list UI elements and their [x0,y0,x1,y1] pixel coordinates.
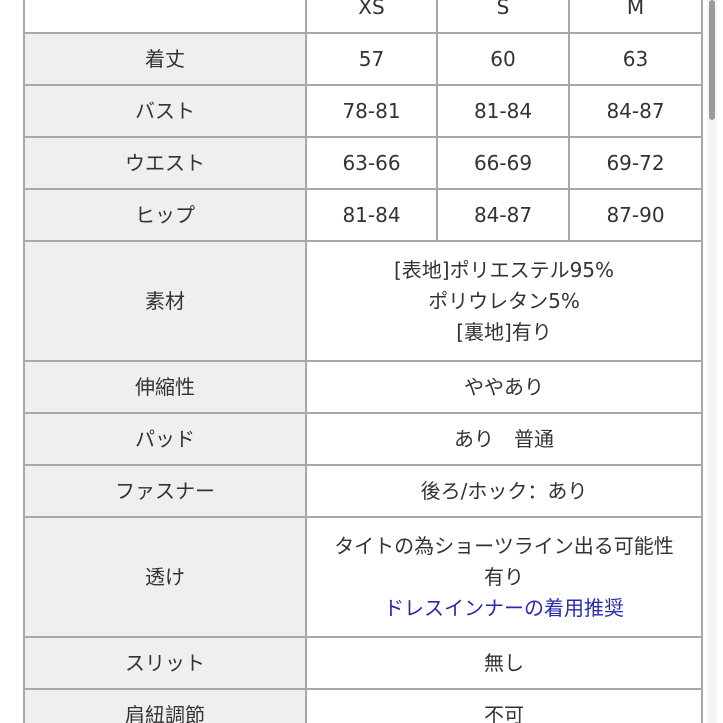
row-fastener: ファスナー 後ろ/ホック：あり [23,464,703,518]
row-label: 素材 [23,240,307,362]
cell-m: 87-90 [568,188,703,242]
scrollbar-track[interactable] [707,0,717,723]
row-length: 着丈 57 60 63 [23,32,703,86]
pad-value: あり 普通 [305,412,703,466]
stretch-value: ややあり [305,360,703,414]
cell-s: 66-69 [436,136,570,190]
row-pad: パッド あり 普通 [23,412,703,466]
size-chart-table: XS S M 着丈 57 60 63 バスト 78-81 81-84 84-87… [23,0,703,723]
cell-s: 84-87 [436,188,570,242]
sheer-line: タイトの為ショーツライン出る可能性 [334,533,674,558]
material-cell: [表地]ポリエステル95% ポリウレタン5% [裏地]有り [305,240,703,362]
row-label: バスト [23,84,307,138]
row-label: 伸縮性 [23,360,307,414]
row-hip: ヒップ 81-84 84-87 87-90 [23,188,703,242]
row-label: 透け [23,516,307,638]
row-bust: バスト 78-81 81-84 84-87 [23,84,703,138]
row-label: ウエスト [23,136,307,190]
row-slit: スリット 無し [23,636,703,690]
cell-xs: 78-81 [305,84,438,138]
cell-m: 84-87 [568,84,703,138]
header-s: S [436,0,570,34]
row-waist: ウエスト 63-66 66-69 69-72 [23,136,703,190]
cell-xs: 57 [305,32,438,86]
cell-s: 60 [436,32,570,86]
cell-xs: 63-66 [305,136,438,190]
row-label: 肩紐調節 [23,688,307,723]
cell-s: 81-84 [436,84,570,138]
cell-m: 69-72 [568,136,703,190]
scrollbar-thumb[interactable] [709,0,715,120]
row-sheer: 透け タイトの為ショーツライン出る可能性 有り ドレスインナーの着用推奨 [23,516,703,638]
header-m: M [568,0,703,34]
header-xs: XS [305,0,438,34]
row-material: 素材 [表地]ポリエステル95% ポリウレタン5% [裏地]有り [23,240,703,362]
slit-value: 無し [305,636,703,690]
fastener-value: 後ろ/ホック：あり [305,464,703,518]
row-stretch: 伸縮性 ややあり [23,360,703,414]
material-line: [表地]ポリエステル95% [393,257,615,282]
header-blank [23,0,307,34]
row-strap: 肩紐調節 不可 [23,688,703,723]
sheer-cell: タイトの為ショーツライン出る可能性 有り ドレスインナーの着用推奨 [305,516,703,638]
material-line: ポリウレタン5% [428,288,580,313]
material-line: [裏地]有り [456,319,552,344]
row-label: パッド [23,412,307,466]
row-label: 着丈 [23,32,307,86]
cell-m: 63 [568,32,703,86]
strap-value: 不可 [305,688,703,723]
dress-inner-link[interactable]: ドレスインナーの着用推奨 [384,595,624,620]
row-label: ファスナー [23,464,307,518]
cell-xs: 81-84 [305,188,438,242]
sheer-line: 有り [484,564,524,589]
row-label: スリット [23,636,307,690]
header-row: XS S M [23,0,703,34]
row-label: ヒップ [23,188,307,242]
